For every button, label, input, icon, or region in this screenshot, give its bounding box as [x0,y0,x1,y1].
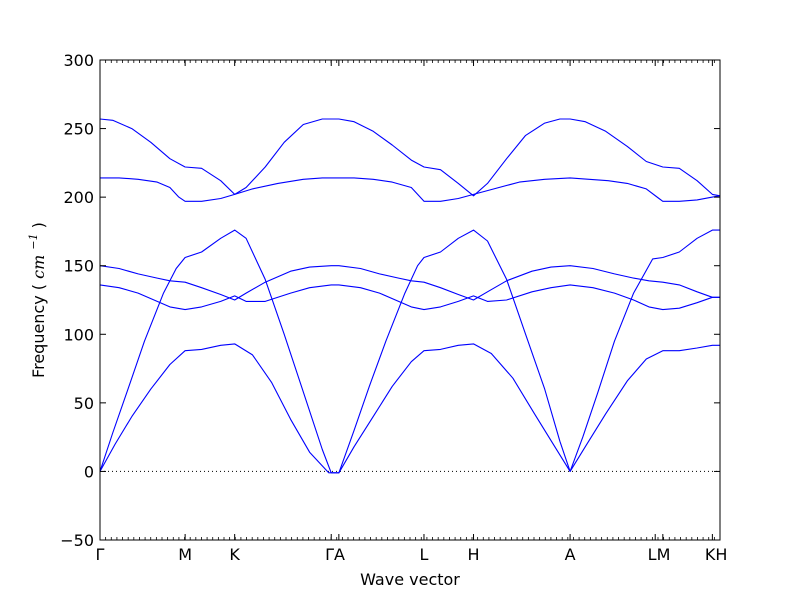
y-tick-label: 150 [63,257,94,276]
band-line-3 [99,284,720,311]
y-tick-label: 0 [84,462,94,481]
y-tick-label: 50 [74,394,94,413]
x-tick-label: LM [648,545,671,564]
x-tick-label: Γ [96,545,105,564]
x-tick-label: KH [705,545,728,564]
band-line-5 [100,177,721,202]
y-axis-title-main: Frequency [29,295,48,378]
x-tick-label: M [178,545,192,564]
y-tick-label: 200 [63,188,94,207]
x-tick-label: ΓA [325,545,345,564]
x-tick-label: K [229,545,240,564]
y-tick-label: 250 [63,120,94,139]
band-line-2 [99,229,720,474]
band-line-4 [99,265,720,301]
x-axis-ticks: Γ M K ΓA L H A LM KH [96,60,728,564]
x-tick-label: L [420,545,429,564]
y-tick-label: −50 [60,531,94,550]
band-line-1 [99,343,720,474]
y-tick-label: 300 [63,51,94,70]
y-axis-unit-exp: −1 [27,233,40,249]
y-axis-title-open: ( [29,284,48,290]
plot-frame [99,59,721,541]
plot-area [99,118,721,474]
y-axis-title-close: ) [29,222,48,228]
y-axis-unit-base: cm [29,255,48,279]
y-tick-label: 100 [63,325,94,344]
y-axis-title: Frequency ( cm −1 ) [22,222,48,378]
x-tick-label: A [565,545,576,564]
y-axis-ticks: −50 0 50 100 150 200 250 300 [60,51,720,550]
x-axis-title: Wave vector [360,570,460,589]
band-line-6 [99,118,721,197]
x-tick-label: H [468,545,480,564]
